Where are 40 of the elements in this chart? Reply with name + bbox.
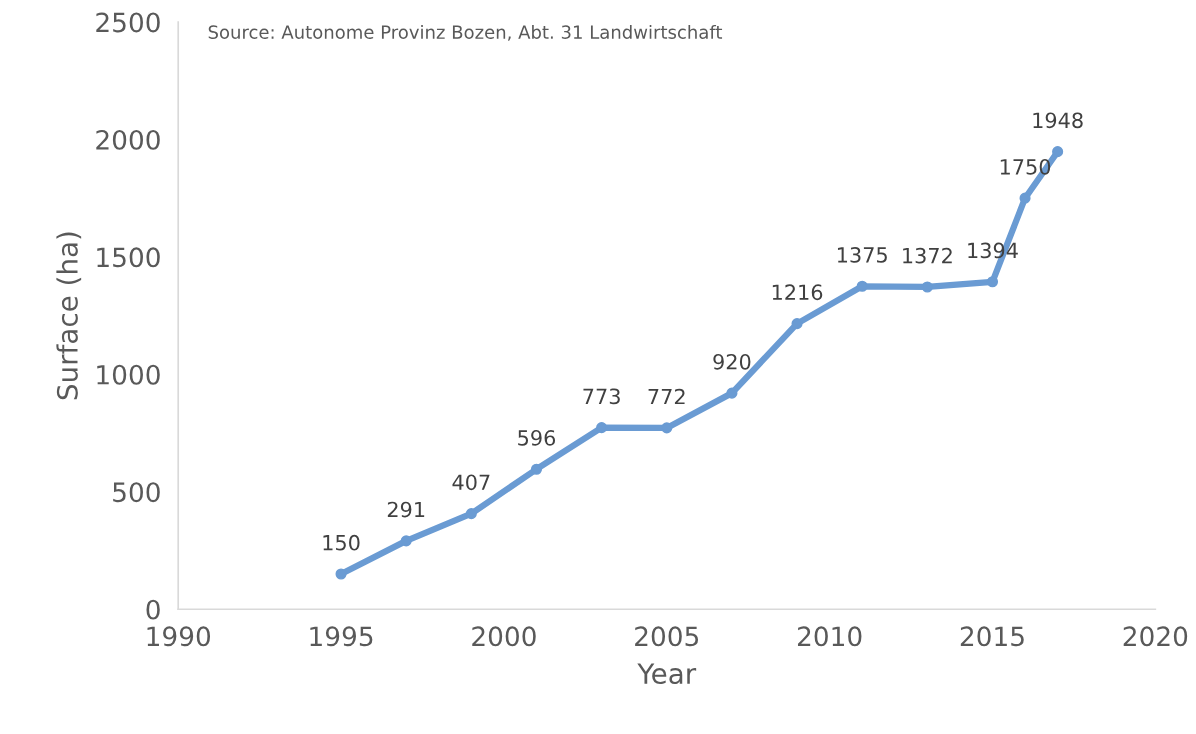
data-label: 596 xyxy=(518,429,556,446)
point xyxy=(400,535,412,547)
y-tick-label: 0 xyxy=(146,599,160,620)
y-tick-label: 500 xyxy=(113,482,160,503)
point xyxy=(1019,192,1031,204)
point xyxy=(661,422,673,434)
data-label: 407 xyxy=(452,474,490,491)
annotation: Source: Autonome Provinz Bozen, Abt. 31 Landwirtschaft xyxy=(208,24,723,41)
data-label: 1948 xyxy=(1033,112,1083,129)
y-tick-label: 2500 xyxy=(96,12,160,33)
x-tick-label: 1990 xyxy=(147,626,211,647)
x-tick-label: 2000 xyxy=(472,626,536,647)
point xyxy=(921,281,933,293)
point xyxy=(726,387,738,399)
y-tick-label: 1500 xyxy=(97,247,160,268)
y-tick-label: 2000 xyxy=(96,129,160,150)
point xyxy=(986,276,999,288)
point xyxy=(1052,146,1064,158)
y-tick-label: 1000 xyxy=(97,364,160,385)
x-tick-label: 1995 xyxy=(310,626,373,647)
point xyxy=(530,463,543,475)
data-label: 772 xyxy=(648,388,685,405)
data-label: 1375 xyxy=(837,247,887,263)
point xyxy=(791,318,803,330)
point xyxy=(596,422,608,434)
data-label: 150 xyxy=(323,534,360,551)
data-label: 1216 xyxy=(772,284,823,301)
x-tick-label: 2015 xyxy=(960,626,1024,647)
data-label: 773 xyxy=(583,388,620,405)
point xyxy=(465,508,477,520)
x-tick-label: 2020 xyxy=(1123,626,1188,647)
x-tick-label: 2010 xyxy=(797,626,862,647)
data-label: 1372 xyxy=(903,247,952,264)
x-tick-label: 2005 xyxy=(635,626,699,647)
data-label: 920 xyxy=(713,353,751,370)
data-label: 291 xyxy=(387,501,425,518)
point xyxy=(856,280,868,292)
x-axis-title: Year xyxy=(637,663,697,685)
y-axis-title: Surface (ha) xyxy=(56,232,82,400)
point xyxy=(335,568,347,580)
